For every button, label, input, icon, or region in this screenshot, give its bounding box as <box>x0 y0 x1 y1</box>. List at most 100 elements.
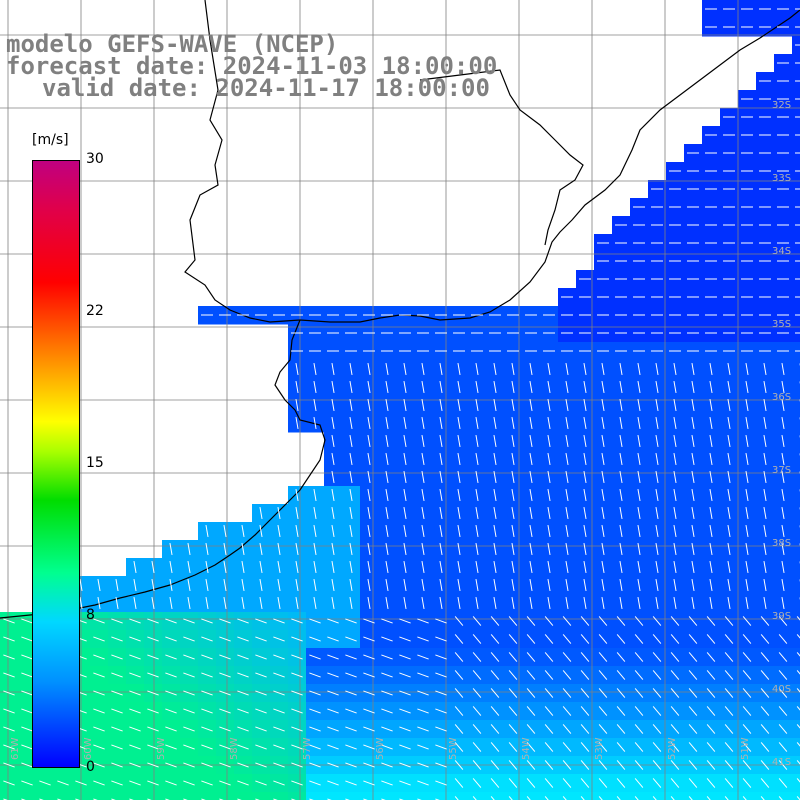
wind-arrow <box>435 744 447 750</box>
wind-cell <box>594 792 613 800</box>
wind-cell <box>792 504 800 523</box>
longitude-label: 61W <box>10 737 21 760</box>
wind-arrow <box>313 363 317 375</box>
wind-arrow <box>565 453 569 465</box>
wind-arrow <box>616 706 626 716</box>
wind-arrow <box>673 381 677 393</box>
wind-arrow <box>291 618 303 624</box>
wind-arrow <box>673 561 677 573</box>
wind-arrow <box>147 780 159 786</box>
wind-cell <box>288 792 307 800</box>
wind-arrow <box>439 561 443 573</box>
wind-arrow <box>421 579 425 591</box>
wind-arrow <box>544 760 554 770</box>
wind-arrow <box>763 597 767 609</box>
wind-arrow <box>435 636 447 642</box>
wind-arrow <box>742 688 752 698</box>
wind-arrow <box>745 417 749 429</box>
wind-arrow <box>472 760 482 770</box>
forecast-date: forecast date: 2024-11-03 18:00:00 <box>6 52 498 80</box>
wind-arrow <box>490 706 500 716</box>
wind-arrow <box>724 796 729 800</box>
wind-arrow <box>255 690 267 696</box>
wind-arrow <box>691 453 695 465</box>
wind-arrow <box>619 363 623 375</box>
wind-arrow <box>760 652 770 662</box>
wind-arrow <box>403 489 407 501</box>
wind-arrow <box>93 654 105 660</box>
wind-arrow <box>727 525 731 537</box>
wind-cell <box>792 630 800 649</box>
wind-arrow <box>381 744 393 750</box>
wind-arrow <box>580 760 590 770</box>
wind-arrow <box>745 381 749 393</box>
wind-arrow <box>309 744 321 750</box>
wind-arrow <box>219 690 231 696</box>
wind-arrow <box>490 652 500 662</box>
wind-arrow <box>637 381 641 393</box>
wind-arrow <box>583 561 587 573</box>
wind-arrow <box>183 780 195 786</box>
wind-arrow <box>21 708 33 714</box>
colorbar-tick-15: 15 <box>86 455 104 471</box>
wind-arrow <box>508 742 518 752</box>
wind-cell <box>792 648 800 667</box>
wind-arrow <box>147 690 159 696</box>
wind-arrow <box>454 616 464 626</box>
wind-arrow <box>331 435 335 447</box>
wind-arrow <box>706 652 716 662</box>
wind-arrow <box>580 742 590 752</box>
wind-arrow <box>601 597 605 609</box>
wind-arrow <box>385 435 389 447</box>
wind-arrow <box>547 453 551 465</box>
wind-arrow <box>313 525 317 537</box>
wind-arrow <box>526 778 536 788</box>
wind-arrow <box>742 652 752 662</box>
wind-arrow <box>385 507 389 519</box>
wind-arrow <box>367 597 371 609</box>
wind-arrow <box>255 672 267 678</box>
wind-arrow <box>490 688 500 698</box>
wind-arrow <box>183 636 195 642</box>
wind-arrow <box>439 489 443 501</box>
wind-cell <box>108 792 127 800</box>
wind-arrow <box>727 417 731 429</box>
wind-arrow <box>598 688 608 698</box>
wind-arrow <box>165 762 177 768</box>
wind-arrow <box>673 507 677 519</box>
wind-arrow <box>508 616 518 626</box>
wind-arrow <box>417 762 429 768</box>
wind-arrow <box>313 579 317 591</box>
wind-arrow <box>709 471 713 483</box>
wind-arrow <box>439 507 443 519</box>
wind-arrow <box>709 579 713 591</box>
wind-arrow <box>493 597 497 609</box>
wind-arrow <box>151 561 155 573</box>
latitude-label: 41S <box>772 757 791 768</box>
wind-arrow <box>706 688 716 698</box>
wind-arrow <box>565 381 569 393</box>
wind-arrow <box>255 780 267 786</box>
wind-arrow <box>385 543 389 555</box>
wind-arrow <box>363 672 375 678</box>
wind-arrow <box>385 525 389 537</box>
wind-arrow <box>637 471 641 483</box>
wind-arrow <box>583 525 587 537</box>
wind-arrow <box>291 672 303 678</box>
wind-arrow <box>601 435 605 447</box>
wind-arrow <box>147 708 159 714</box>
wind-arrow <box>691 381 695 393</box>
wind-arrow <box>129 780 141 786</box>
wind-arrow <box>277 579 281 591</box>
wind-arrow <box>670 724 680 734</box>
wind-arrow <box>796 670 800 675</box>
wind-arrow <box>508 652 518 662</box>
wind-arrow <box>475 507 479 519</box>
wind-arrow <box>385 381 389 393</box>
wind-arrow <box>778 688 788 698</box>
longitude-labels: 61W 60W 59W 58W 57W 56W 55W 54W 53W 52W 51W <box>10 737 751 760</box>
wind-arrow <box>493 489 497 501</box>
wind-arrow <box>796 706 800 711</box>
wind-arrow <box>439 579 443 591</box>
wind-arrow <box>309 672 321 678</box>
